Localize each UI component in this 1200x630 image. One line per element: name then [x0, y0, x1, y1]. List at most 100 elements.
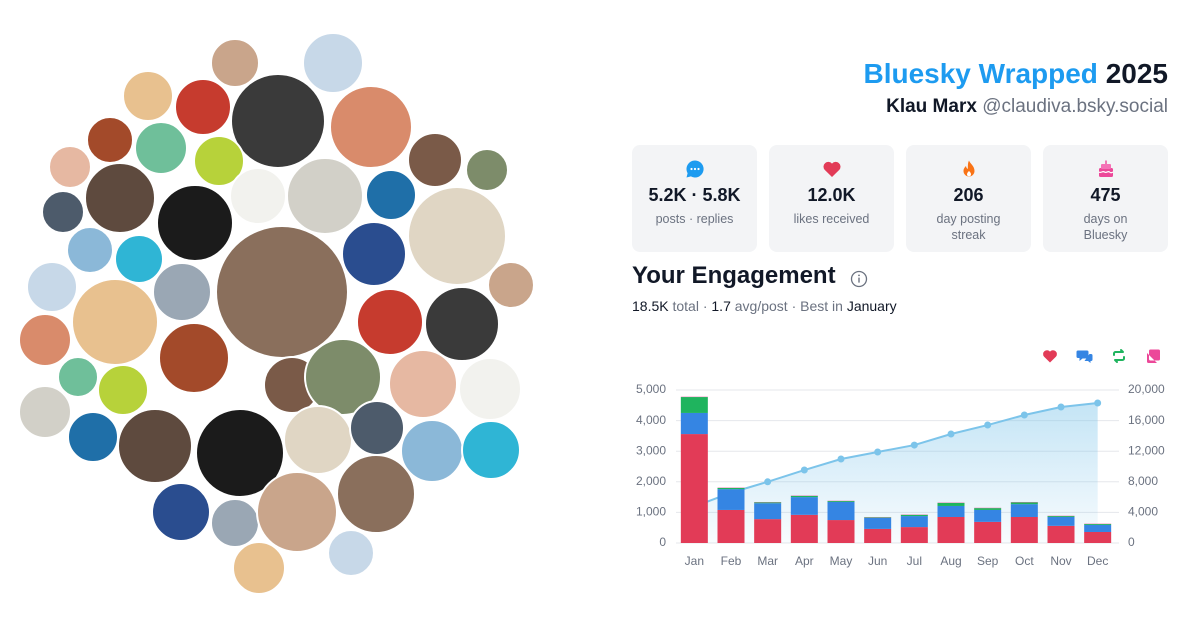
bar-segment	[680, 412, 708, 435]
avatar	[215, 225, 349, 359]
y2-tick-label: 20,000	[1128, 382, 1165, 396]
info-icon[interactable]	[850, 270, 868, 288]
line-point	[764, 478, 772, 486]
legend-icon	[1113, 349, 1125, 363]
avatar	[156, 184, 234, 262]
line-point	[690, 503, 698, 511]
y-tick-label: 5,000	[636, 382, 666, 396]
y2-tick-label: 12,000	[1128, 443, 1165, 457]
avatar	[304, 338, 382, 416]
x-tick-label: Jun	[868, 554, 887, 568]
avatar	[229, 167, 287, 225]
bar-segment	[1047, 516, 1075, 517]
y2-tick-label: 4,000	[1128, 505, 1158, 519]
x-tick-label: Aug	[940, 554, 961, 568]
summary: 18.5K total · 1.7 avg/post · Best in Jan…	[632, 298, 897, 314]
legend-icon	[1043, 350, 1057, 363]
avatar	[26, 261, 78, 313]
area	[694, 403, 1098, 543]
avatar	[86, 116, 134, 164]
stat-icon	[685, 160, 704, 178]
line-point	[910, 441, 918, 449]
avatar	[256, 471, 338, 553]
avatar	[84, 162, 156, 234]
x-tick-label: Sep	[977, 554, 999, 568]
avatar	[341, 221, 407, 287]
stat-label: days on Bluesky	[1083, 212, 1128, 242]
y-tick-label: 3,000	[636, 443, 666, 457]
bar-segment	[754, 502, 782, 504]
bar-segment	[1047, 516, 1075, 526]
y-tick-label: 2,000	[636, 474, 666, 488]
bar-segment	[790, 514, 818, 543]
stat-icon	[1098, 160, 1113, 177]
summary-part: avg/post · Best in	[730, 298, 847, 314]
x-tick-label: Dec	[1087, 554, 1108, 568]
avatar	[286, 157, 364, 235]
avatar	[356, 288, 424, 356]
avatar	[18, 313, 72, 367]
line-point	[727, 489, 735, 497]
avatar	[336, 454, 416, 534]
stat-icon	[823, 161, 840, 177]
legend-symbol	[1043, 350, 1057, 363]
bar-segment	[717, 487, 745, 490]
bar-segment	[937, 516, 965, 543]
line-point	[984, 421, 992, 429]
summary-part: 1.7	[711, 298, 731, 314]
avatar	[283, 405, 353, 475]
avatar	[458, 357, 522, 421]
bar-segment	[937, 505, 965, 517]
stat-label: posts · replies	[655, 212, 734, 226]
bar-segment	[1047, 525, 1075, 543]
bar-segment	[937, 502, 965, 506]
avatar	[461, 420, 521, 480]
bar-segment	[864, 517, 892, 529]
line-point	[837, 455, 845, 463]
bar-segment	[864, 528, 892, 543]
x-tick-label: Jul	[907, 554, 922, 568]
avatar	[407, 132, 463, 188]
bar-segment	[1084, 524, 1112, 532]
avatar	[230, 73, 326, 169]
stat-card: 12.0K likes received	[769, 145, 894, 252]
bar-segment	[900, 514, 928, 517]
stat-value: 475	[1090, 185, 1121, 205]
bar-segment	[864, 517, 892, 518]
avatar	[365, 169, 417, 221]
bar-segment	[1010, 504, 1038, 517]
avatar	[195, 408, 285, 498]
line-point	[947, 430, 955, 438]
handle[interactable]: @claudiva.bsky.social	[982, 96, 1168, 117]
engagement: Your Engagement 18.5K total · 1.7 avg/po…	[632, 262, 897, 314]
header: Bluesky Wrapped 2025 Klau Marx @claudiva…	[863, 56, 1168, 120]
x-tick-label: Jan	[685, 554, 704, 568]
line-point	[1057, 403, 1065, 411]
avatar	[122, 70, 174, 122]
avatar	[158, 322, 230, 394]
section-title: Your Engagement	[632, 262, 836, 289]
line-point	[800, 466, 808, 474]
avatar	[71, 278, 159, 366]
x-tick-label: Feb	[721, 554, 742, 568]
bar-segment	[827, 501, 855, 521]
legend-symbol	[1147, 349, 1160, 363]
avatar	[66, 226, 114, 274]
avatar	[114, 234, 164, 284]
y-tick-label: 1,000	[636, 505, 666, 519]
summary-part: January	[846, 298, 897, 314]
y2-tick-label: 0	[1128, 535, 1135, 549]
avatar	[487, 261, 535, 309]
legend-symbol	[1076, 350, 1093, 363]
avatar	[57, 356, 99, 398]
avatar	[134, 121, 188, 175]
bar-segment	[1084, 531, 1112, 543]
bar-segment	[754, 519, 782, 543]
x-tick-label: Apr	[795, 554, 814, 568]
avatar	[388, 349, 458, 419]
line-point	[874, 448, 882, 456]
summary-part: 18.5K	[632, 298, 669, 314]
stat-card: 475 days on Bluesky	[1043, 145, 1168, 252]
avatar	[327, 529, 375, 577]
